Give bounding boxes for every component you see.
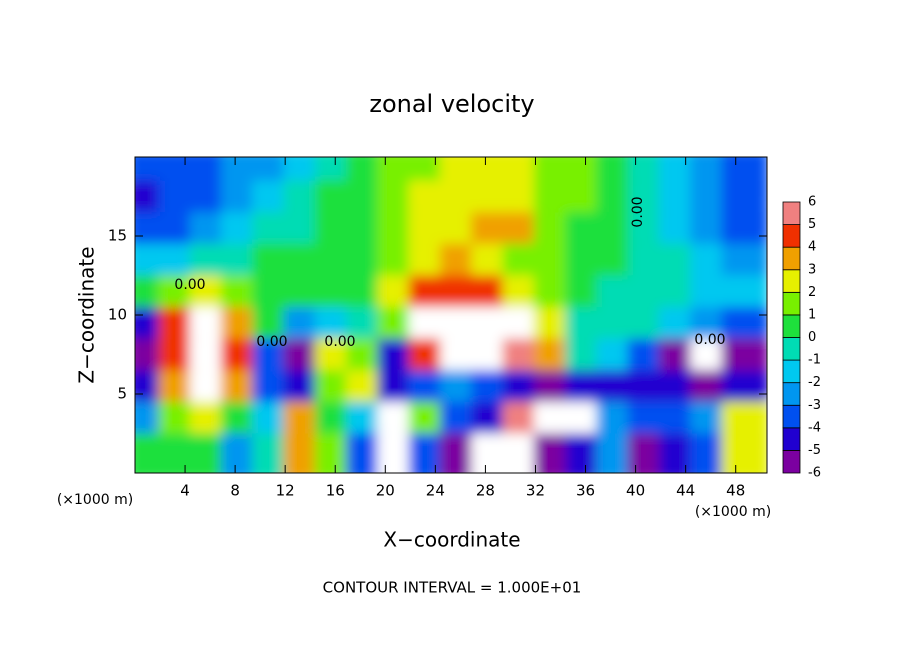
x-tick-label: 20 — [376, 482, 395, 500]
colorbar-label: -2 — [808, 375, 821, 390]
x-axis-label: X−coordinate — [383, 528, 520, 552]
colorbar-swatch — [782, 201, 801, 225]
colorbar-label: 0 — [808, 330, 816, 345]
colorbar-label: 5 — [808, 217, 816, 232]
cells — [135, 157, 767, 473]
x-tick-label: 8 — [230, 482, 240, 500]
colorbar-label: -6 — [808, 466, 821, 481]
colorbar-swatch — [782, 427, 801, 451]
y-tick-label: 10 — [108, 306, 127, 324]
x-tick-label: 24 — [426, 482, 445, 500]
colorbar-swatch — [782, 246, 801, 271]
x-tick-label: 12 — [276, 482, 295, 500]
colorbar-swatch — [782, 269, 801, 293]
colorbar-label: -5 — [808, 443, 821, 458]
x-tick-label: 36 — [576, 482, 595, 500]
y-tick-label: 5 — [117, 385, 127, 403]
x-tick-label: 44 — [676, 482, 695, 500]
colorbar-label: 3 — [808, 262, 816, 277]
x-tick-label: 40 — [626, 482, 645, 500]
colorbar-swatch — [782, 359, 801, 384]
colorbar-label: -4 — [808, 420, 821, 435]
colorbar-label: 4 — [808, 240, 816, 255]
contour-label: 0.00 — [694, 332, 725, 348]
x-tick-label: 28 — [476, 482, 495, 500]
colorbar-swatch — [782, 224, 801, 248]
cell — [721, 433, 767, 473]
contour-label: 0.00 — [324, 334, 355, 350]
contour-label: 0.00 — [174, 277, 205, 293]
colorbar-swatch — [782, 450, 801, 474]
colorbar-swatch — [782, 337, 801, 361]
x-tick-label: 48 — [726, 482, 745, 500]
footer: CONTOUR INTERVAL = 1.000E+01 — [323, 579, 582, 597]
colorbar-swatch — [782, 314, 801, 338]
x-tick-label: 32 — [526, 482, 545, 500]
y-tick-label: 15 — [108, 227, 127, 245]
x-tick-label: 4 — [180, 482, 190, 500]
colorbar-label: -1 — [808, 353, 821, 368]
contour-label: 0.00 — [256, 334, 287, 350]
colorbar-swatch — [782, 382, 801, 406]
y-axis-label: Z−coordinate — [75, 246, 99, 383]
x-tick-label: 16 — [326, 482, 345, 500]
colorbar-swatch — [782, 291, 801, 316]
colorbar-label: 6 — [808, 195, 816, 210]
colorbar-label: -3 — [808, 398, 821, 413]
chart-title: zonal velocity — [369, 90, 534, 118]
colorbar-label: 1 — [808, 307, 816, 322]
colorbar-swatch — [782, 404, 801, 429]
x-unit: (×1000 m) — [695, 504, 771, 520]
x-unit: (×1000 m) — [57, 492, 133, 508]
colorbar-label: 2 — [808, 285, 816, 300]
field — [135, 157, 767, 473]
contour-label: 0.00 — [630, 196, 646, 227]
